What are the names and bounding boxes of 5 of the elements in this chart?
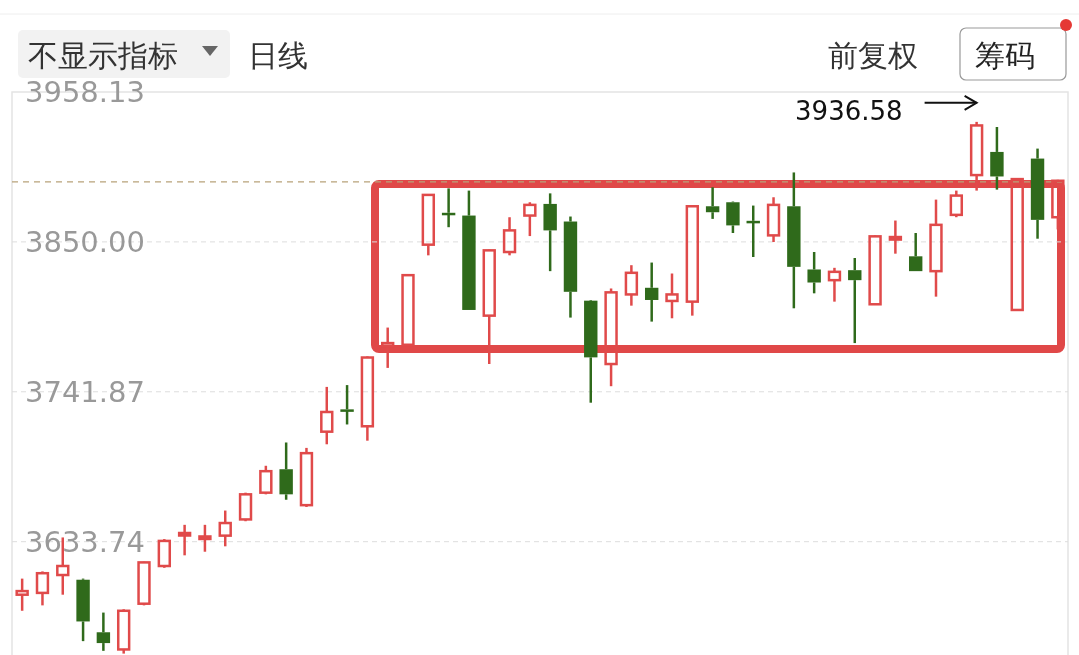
annotation: 3936.58 — [795, 95, 903, 126]
y-tick-label: 3741.87 — [25, 374, 145, 409]
y-tick-label: 3850.00 — [25, 224, 145, 259]
y-tick-label: 3633.74 — [25, 524, 145, 559]
header: 不显示指标 日线 前复权 筹码 — [0, 13, 1079, 81]
